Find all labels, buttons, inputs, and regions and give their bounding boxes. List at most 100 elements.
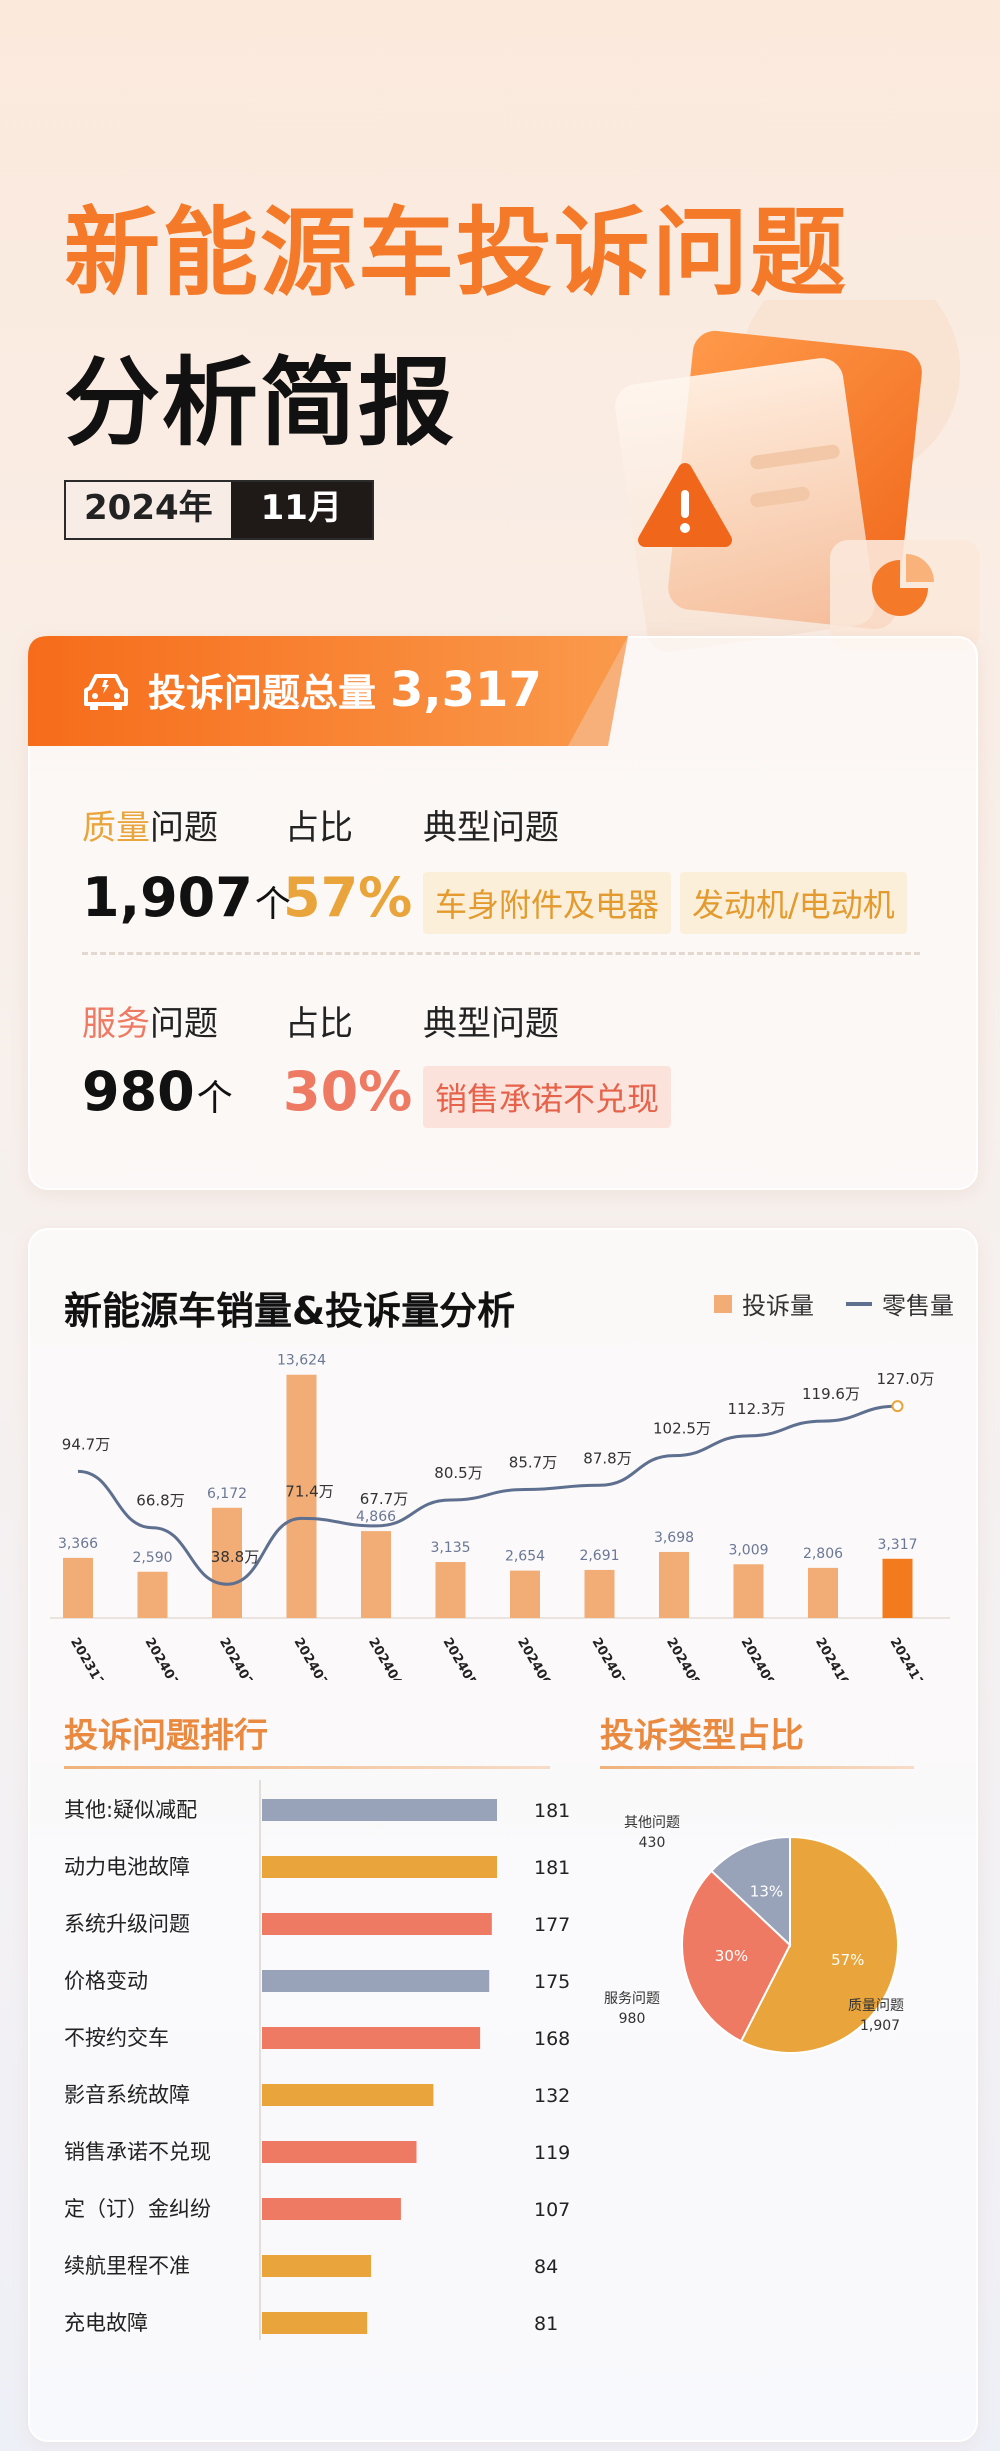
- complaint-bar: [585, 1570, 615, 1618]
- retail-sales-label: 87.8万: [583, 1449, 631, 1467]
- complaint-bar: [436, 1562, 466, 1618]
- date-year: 2024年: [66, 482, 231, 538]
- ranking-value: 84: [534, 2256, 558, 2278]
- quality-tag-2: 发动机/电动机: [680, 872, 907, 934]
- pie-slice-value: 430: [639, 1835, 666, 1851]
- complaint-bar-label: 3,366: [58, 1536, 98, 1552]
- x-tick-label: 202403: [291, 1635, 331, 1680]
- ranking-title: 投诉问题排行: [64, 1708, 268, 1757]
- pie-slice-value: 1,907: [860, 2018, 900, 2034]
- ranking-value: 177: [534, 1914, 570, 1936]
- complaint-bar: [659, 1552, 689, 1618]
- service-unit: 个: [197, 1078, 233, 1119]
- ranking-value: 168: [534, 2028, 570, 2050]
- retail-sales-label: 112.3万: [728, 1400, 786, 1418]
- ranking-bar: [262, 1970, 489, 1992]
- divider: [82, 952, 920, 955]
- x-tick-label: 202405: [440, 1635, 480, 1680]
- combo-chart-legend: 投诉量 零售量: [714, 1286, 954, 1321]
- ranking-bar: [262, 1799, 497, 1821]
- complaint-bar-label: 3,698: [654, 1530, 694, 1546]
- ranking-label: 其他:疑似减配: [64, 1798, 197, 1822]
- complaint-bar-label: 3,009: [728, 1542, 768, 1558]
- complaint-bar: [808, 1568, 838, 1618]
- total-value: 3,317: [390, 662, 542, 718]
- retail-sales-label: 94.7万: [62, 1435, 110, 1453]
- retail-sales-label: 119.6万: [802, 1385, 860, 1403]
- x-tick-label: 202312: [67, 1635, 107, 1680]
- total-complaints: 投诉问题总量 3,317: [148, 662, 542, 721]
- complaint-bar: [138, 1572, 168, 1618]
- pie-slice-name: 其他问题: [624, 1815, 680, 1831]
- total-label: 投诉问题总量: [148, 671, 376, 715]
- service-count: 980个: [82, 1060, 233, 1123]
- combo-chart-title: 新能源车销量&投诉量分析: [64, 1280, 515, 1335]
- ranking-bar: [262, 2084, 433, 2106]
- ranking-value: 81: [534, 2313, 558, 2335]
- ranking-bar: [262, 2312, 367, 2334]
- complaint-bar-label: 6,172: [207, 1486, 247, 1502]
- legend-line-swatch: [846, 1302, 872, 1306]
- quality-count-value: 1,907: [82, 866, 253, 929]
- x-tick-label: 202406: [514, 1635, 554, 1680]
- service-count-value: 980: [82, 1060, 195, 1123]
- ranking-label: 销售承诺不兑现: [64, 2140, 211, 2164]
- ranking-label: 影音系统故障: [64, 2083, 190, 2107]
- quality-pct: 57%: [283, 866, 412, 929]
- date-month: 11月: [231, 482, 372, 538]
- ranking-label: 动力电池故障: [64, 1855, 190, 1879]
- ranking-bar: [262, 2255, 371, 2277]
- service-ratio-label: 占比: [285, 996, 353, 1045]
- pie-slice-pct: 30%: [715, 1947, 748, 1965]
- pie-underline: [600, 1766, 914, 1769]
- retail-sales-line: [78, 1406, 898, 1584]
- pie-slice-name: 服务问题: [604, 1991, 660, 2007]
- quality-suffix: 问题: [150, 808, 218, 848]
- complaint-bar: [361, 1531, 391, 1618]
- retail-sales-label: 66.8万: [136, 1492, 184, 1510]
- ranking-bar: [262, 2198, 401, 2220]
- complaint-bar: [510, 1571, 540, 1618]
- complaint-bar: [734, 1564, 764, 1618]
- ranking-label: 续航里程不准: [64, 2254, 190, 2278]
- x-tick-label: 202401: [142, 1635, 182, 1680]
- retail-sales-label: 67.7万: [360, 1490, 408, 1508]
- x-tick-label: 202408: [663, 1635, 703, 1680]
- ranking-value: 181: [534, 1857, 570, 1879]
- complaint-bar-label: 4,866: [356, 1509, 396, 1525]
- x-tick-label: 202409: [738, 1635, 778, 1680]
- ranking-bar: [262, 2027, 480, 2049]
- retail-sales-label: 85.7万: [509, 1454, 557, 1472]
- ranking-label: 不按约交车: [64, 2026, 169, 2050]
- ranking-label: 价格变动: [64, 1969, 148, 1993]
- quality-tag-1: 车身附件及电器: [423, 872, 671, 934]
- complaint-bar-label: 2,806: [803, 1546, 843, 1562]
- ranking-bar: [262, 2141, 417, 2163]
- retail-sales-label: 71.4万: [285, 1482, 333, 1500]
- quality-count: 1,907个: [82, 866, 291, 929]
- pie-slice-pct: 57%: [831, 1951, 864, 1969]
- ranking-bar: [262, 1856, 497, 1878]
- ranking-value: 107: [534, 2199, 570, 2221]
- combo-chart: 3,366 202312 2,590 202401 6,172 202402 13,624 2…: [40, 1330, 960, 1680]
- complaint-bar-label: 13,624: [277, 1353, 326, 1369]
- ranking-value: 175: [534, 1971, 570, 1993]
- service-pct: 30%: [283, 1060, 412, 1123]
- ranking-label: 系统升级问题: [64, 1912, 190, 1936]
- retail-sales-label: 102.5万: [653, 1420, 711, 1438]
- warning-document-illustration: [600, 300, 990, 660]
- service-heading: 服务问题: [82, 996, 218, 1045]
- retail-sales-label: 80.5万: [434, 1464, 482, 1482]
- retail-sales-point: [893, 1401, 903, 1411]
- ranking-label: 定（订）金纠纷: [64, 2197, 211, 2221]
- x-tick-label: 202404: [365, 1635, 405, 1680]
- pie-title: 投诉类型占比: [600, 1708, 804, 1757]
- pie-chart: 57% 30% 13% 质量问题 1,907 服务问题 980 其他问题 430: [600, 1800, 940, 2080]
- complaint-bar: [883, 1559, 913, 1618]
- pie-slice-name: 质量问题: [848, 1998, 904, 2014]
- legend-line-label: 零售量: [882, 1286, 954, 1321]
- service-typical-label: 典型问题: [423, 996, 559, 1045]
- x-tick-label: 202411: [887, 1635, 927, 1680]
- page-title-line2: 分析简报: [64, 355, 456, 451]
- pie-slice-pct: 13%: [750, 1882, 783, 1900]
